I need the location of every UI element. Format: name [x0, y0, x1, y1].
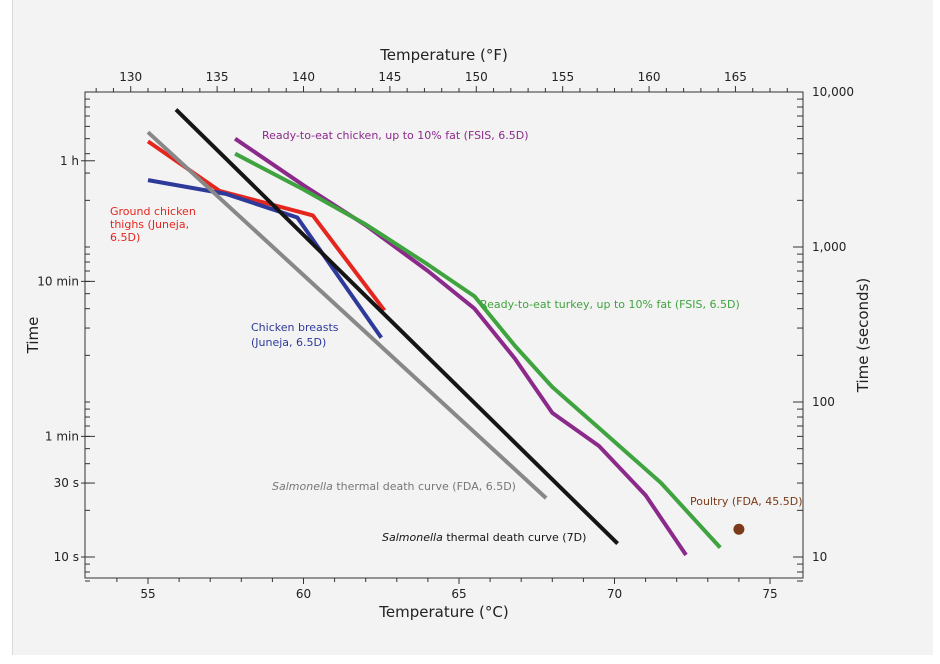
series-line-2 [234, 151, 722, 549]
y-right-tick-label: 1,000 [812, 240, 846, 254]
data-point-1 [733, 523, 745, 535]
y-left-tick-label: 10 min [37, 274, 79, 288]
x-bottom-tick-label: 60 [296, 587, 311, 601]
y-left-tick-label: 1 min [45, 429, 79, 443]
annotation-label-5: Salmonella thermal death curve (FDA, 6.5… [272, 480, 516, 493]
scanned-figure-background [12, 0, 933, 655]
x-top-tick-label: 130 [119, 70, 142, 84]
annotation-label-6: Salmonella thermal death curve (7D) [382, 531, 586, 544]
y-left-tick-label: 10 s [54, 550, 79, 564]
x-top-tick-label: 150 [465, 70, 488, 84]
x-top-tick-label: 165 [724, 70, 747, 84]
x-bottom-tick-label: 70 [607, 587, 622, 601]
annotation-italic-part: Salmonella [272, 480, 333, 493]
y-right-axis-title: Time (seconds) [854, 278, 872, 394]
y-left-axis-title: Time [24, 317, 42, 355]
x-bottom-tick-label: 65 [451, 587, 466, 601]
series-line-4 [147, 178, 383, 339]
x-top-tick-label: 160 [638, 70, 661, 84]
x-top-axis-title: Temperature (°F) [379, 46, 508, 64]
annotation-label-3: thighs (Juneja, [110, 218, 189, 231]
x-bottom-tick-label: 55 [140, 587, 155, 601]
y-right-tick-label: 10 [812, 550, 827, 564]
y-right-tick-label: 100 [812, 395, 835, 409]
x-top-tick-label: 135 [206, 70, 229, 84]
x-top-tick-label: 145 [378, 70, 401, 84]
annotation-label-1: Ready-to-eat chicken, up to 10% fat (FSI… [262, 129, 529, 142]
annotation-label-3: 6.5D) [110, 231, 140, 244]
plot-frame [84, 91, 804, 579]
annotation-label-2: Ready-to-eat turkey, up to 10% fat (FSIS… [480, 298, 740, 311]
x-bottom-axis-title: Temperature (°C) [378, 603, 508, 621]
series-line-6 [174, 108, 620, 546]
x-top-tick-label: 140 [292, 70, 315, 84]
x-bottom-tick-label: 75 [762, 587, 777, 601]
annotation-label-7: Poultry (FDA, 45.5D) [690, 495, 803, 508]
y-left-tick-label: 30 s [54, 476, 79, 490]
annotation-label-4: Chicken breasts [251, 321, 339, 334]
series-line-5 [146, 130, 548, 500]
annotation-italic-part: Salmonella [382, 531, 443, 544]
y-right-tick-label: 10,000 [812, 85, 854, 99]
y-left-tick-label: 1 h [60, 154, 79, 168]
annotation-label-3: Ground chicken [110, 205, 196, 218]
annotation-regular-part: thermal death curve (7D) [443, 531, 587, 544]
annotation-label-4: (Juneja, 6.5D) [251, 336, 326, 349]
annotation-regular-part: thermal death curve (FDA, 6.5D) [333, 480, 516, 493]
x-top-tick-label: 155 [551, 70, 574, 84]
